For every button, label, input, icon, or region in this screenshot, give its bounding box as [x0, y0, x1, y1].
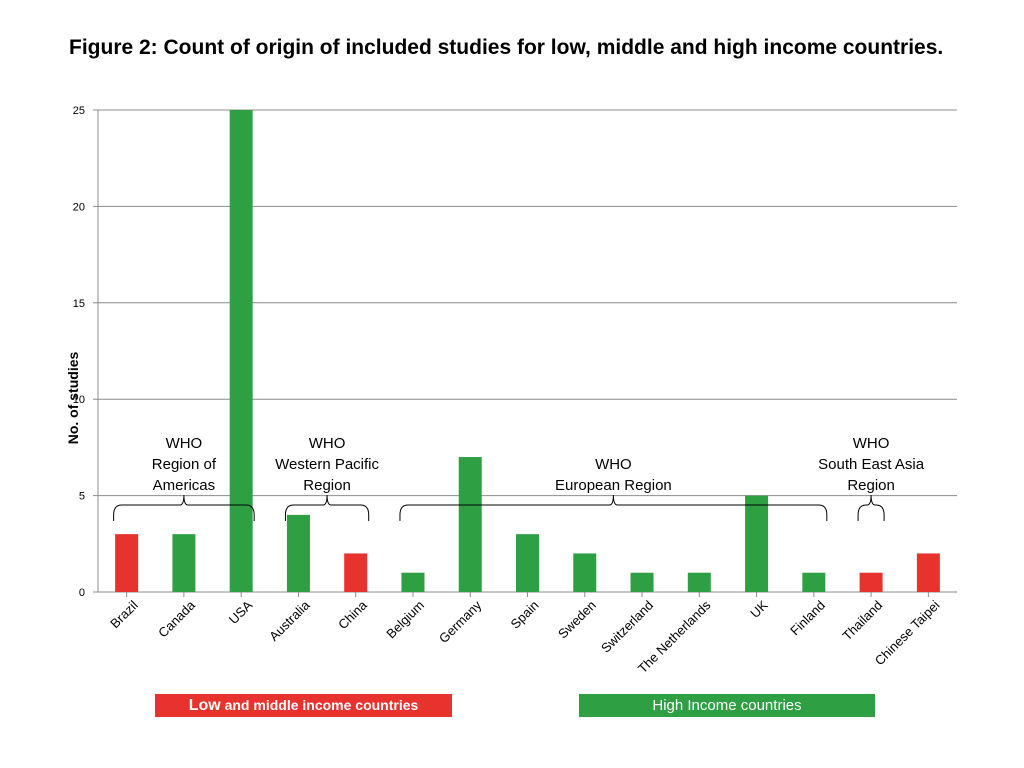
region-bracket-3 [857, 494, 885, 521]
y-tick-label-5: 5 [79, 491, 85, 503]
x-tick-label-australia: Australia [266, 597, 313, 644]
bar-spain [516, 534, 539, 592]
region-label-1-line-2: Region [303, 477, 351, 494]
x-tick-label-uk: UK [747, 597, 771, 621]
region-label-3-line-1: South East Asia [818, 456, 925, 473]
bar-sweden [573, 553, 597, 592]
y-axis-title: No. of studies [65, 352, 81, 445]
bar-brazil [115, 534, 139, 592]
legend-low-suffix: and middle income countries [220, 697, 419, 713]
x-tick-label-germany: Germany [436, 597, 485, 646]
region-bracket-0 [113, 494, 255, 521]
chart-title: Figure 2: Count of origin of included st… [69, 36, 944, 59]
legend-low-middle-income: Low and middle income countries [155, 694, 452, 717]
x-tick-label-thailand: Thailand [839, 598, 885, 644]
region-label-2-line-0: WHO [595, 456, 632, 473]
bar-the-netherlands [687, 572, 711, 592]
bar-chinese-taipei [916, 553, 940, 592]
region-bracket-2 [399, 494, 828, 521]
region-label-1-line-0: WHO [309, 435, 346, 452]
legend-low-prefix: Low [188, 697, 221, 714]
region-label-1-line-1: Western Pacific [275, 456, 379, 473]
bar-canada [172, 534, 196, 592]
legend-high-income: High Income countries [579, 694, 875, 717]
region-label-3-line-0: WHO [853, 435, 890, 452]
bar-germany [458, 457, 482, 592]
region-label-3-line-2: Region [847, 477, 895, 494]
x-tick-label-finland: Finland [787, 598, 828, 639]
x-tick-label-china: China [335, 597, 370, 632]
y-tick-label-15: 15 [73, 298, 85, 310]
region-label-2-line-1: European Region [555, 477, 672, 494]
region-label-0-line-2: Americas [153, 477, 216, 494]
x-tick-label-brazil: Brazil [107, 597, 141, 631]
y-tick-label-10: 10 [73, 394, 85, 406]
bar-finland [802, 572, 826, 592]
x-tick-label-spain: Spain [508, 598, 542, 632]
x-tick-label-sweden: Sweden [555, 598, 599, 642]
y-tick-label-25: 25 [73, 105, 85, 117]
x-tick-label-canada: Canada [155, 597, 198, 640]
region-label-0-line-0: WHO [166, 435, 203, 452]
region-label-0-line-1: Region of [152, 456, 217, 473]
bar-belgium [401, 572, 425, 592]
x-tick-label-usa: USA [226, 597, 256, 627]
bar-australia [286, 514, 310, 592]
bar-uk [745, 495, 769, 592]
y-tick-label-0: 0 [79, 587, 85, 599]
bar-switzerland [630, 572, 654, 592]
x-tick-label-switzerland: Switzerland [598, 598, 656, 656]
bar-china [344, 553, 368, 592]
bar-thailand [859, 572, 883, 592]
y-tick-label-20: 20 [73, 201, 85, 213]
bar-usa [229, 110, 253, 592]
x-tick-label-belgium: Belgium [383, 598, 427, 642]
region-bracket-1 [284, 494, 370, 521]
